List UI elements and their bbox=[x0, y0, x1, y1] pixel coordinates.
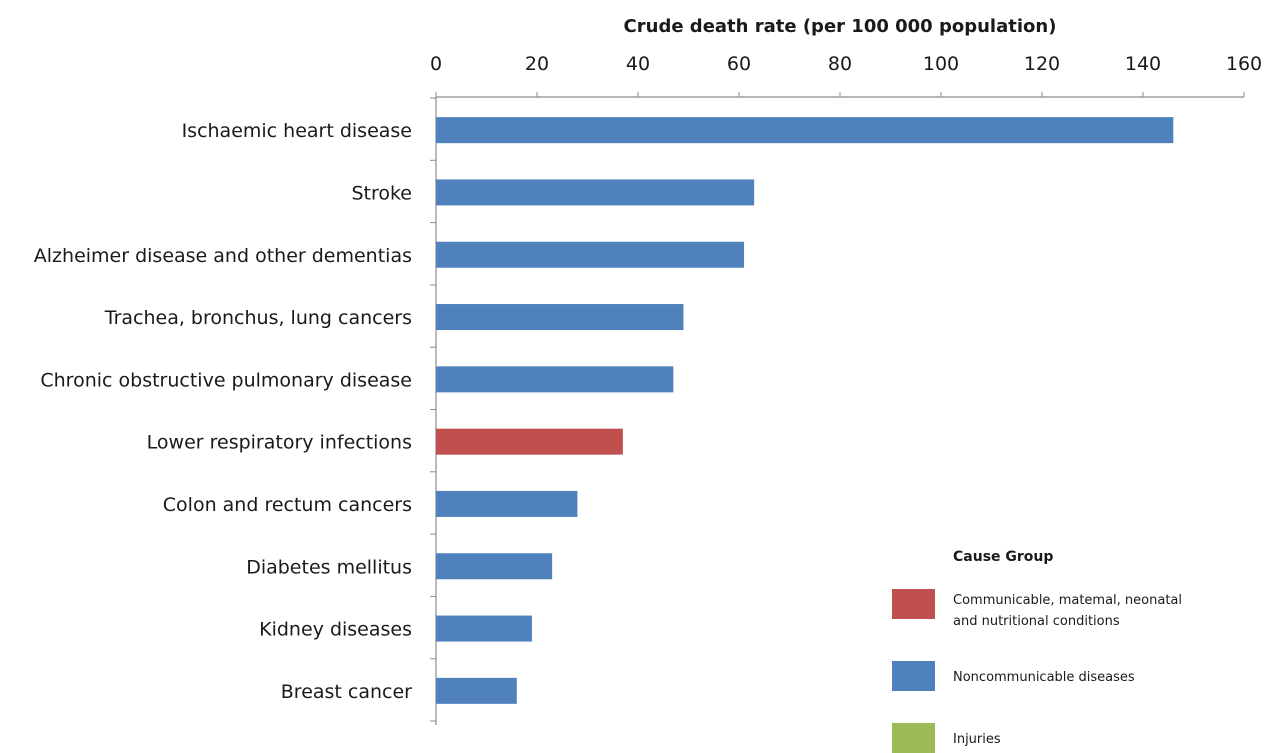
bar bbox=[436, 241, 745, 268]
x-axis-title: Crude death rate (per 100 000 population… bbox=[624, 16, 1057, 37]
category-label: Kidney diseases bbox=[259, 619, 412, 641]
category-label: Trachea, bronchus, lung cancers bbox=[104, 307, 412, 329]
x-tick-label: 20 bbox=[525, 53, 549, 75]
bar bbox=[436, 615, 532, 642]
bar bbox=[436, 677, 517, 704]
x-tick-label: 140 bbox=[1125, 53, 1161, 75]
bar bbox=[436, 553, 553, 580]
x-tick-label: 80 bbox=[828, 53, 852, 75]
x-axis-ticks: 0 20 40 60 80 100 120 140 160 bbox=[430, 53, 1262, 97]
x-tick-label: 40 bbox=[626, 53, 650, 75]
legend-swatch bbox=[892, 661, 935, 691]
category-labels: Ischaemic heart disease Stroke Alzheimer d… bbox=[34, 120, 412, 703]
x-tick-label: 100 bbox=[923, 53, 959, 75]
category-label: Alzheimer disease and other dementias bbox=[34, 245, 412, 267]
legend-label: Injuries bbox=[953, 732, 1001, 747]
legend-swatch bbox=[892, 723, 935, 753]
bar bbox=[436, 428, 623, 455]
category-label: Stroke bbox=[351, 182, 412, 204]
bar bbox=[436, 490, 578, 517]
legend: Cause Group Communicable, matemal, neona… bbox=[892, 549, 1182, 753]
bar bbox=[436, 366, 674, 393]
bar bbox=[436, 179, 755, 206]
x-tick-label: 0 bbox=[430, 53, 442, 75]
x-tick-label: 120 bbox=[1024, 53, 1060, 75]
legend-label: Noncommunicable diseases bbox=[953, 670, 1135, 685]
legend-title: Cause Group bbox=[953, 549, 1053, 565]
bar bbox=[436, 117, 1174, 144]
legend-label: Communicable, matemal, neonatal bbox=[953, 593, 1182, 608]
category-label: Colon and rectum cancers bbox=[163, 494, 412, 516]
bar bbox=[436, 304, 684, 331]
bars bbox=[436, 117, 1174, 704]
category-label: Lower respiratory infections bbox=[147, 432, 412, 454]
x-tick-label: 160 bbox=[1226, 53, 1262, 75]
category-label: Breast cancer bbox=[281, 681, 412, 703]
category-label: Ischaemic heart disease bbox=[182, 120, 412, 142]
category-label: Chronic obstructive pulmonary disease bbox=[40, 369, 412, 391]
legend-swatch bbox=[892, 589, 935, 619]
legend-label: and nutritional conditions bbox=[953, 614, 1120, 629]
x-tick-label: 60 bbox=[727, 53, 751, 75]
category-label: Diabetes mellitus bbox=[246, 556, 412, 578]
